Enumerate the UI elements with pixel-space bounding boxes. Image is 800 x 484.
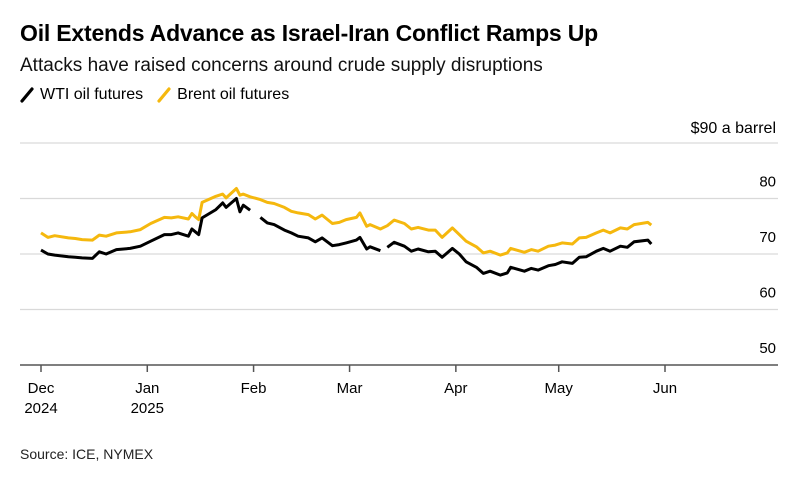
legend-label-brent: Brent oil futures (177, 86, 290, 103)
wti-series-line-segment-2 (386, 238, 653, 277)
x-tick-label-4-0: Apr (444, 380, 467, 397)
x-tick-label-0-1: 2024 (24, 400, 57, 417)
x-tick-label-2-0: Feb (241, 380, 267, 397)
x-tick-label-3-0: Mar (337, 380, 363, 397)
y-tick-label-70: 70 (759, 229, 776, 246)
x-axis: Dec 2024 Jan 2025 Feb Mar Apr May Jun (20, 364, 778, 417)
x-tick-label-5-0: May (545, 380, 574, 397)
legend-item-brent: Brent oil futures (157, 86, 289, 104)
x-tick-label-6-0: Jun (653, 380, 677, 397)
chart-title: Oil Extends Advance as Israel-Iran Confl… (20, 20, 598, 46)
source-note: Source: ICE, NYMEX (20, 446, 154, 462)
legend-label-wti: WTI oil futures (40, 86, 144, 103)
gridlines (20, 142, 778, 311)
y-tick-label-90: $90 a barrel (691, 120, 776, 137)
wti-series-line-segment-0 (40, 197, 251, 260)
y-tick-label-80: 80 (759, 174, 776, 191)
legend-swatch-wti-icon (20, 87, 34, 103)
brent-series-line-segment-0 (40, 187, 653, 257)
y-axis-labels: $90 a barrel 80 70 60 50 (691, 120, 776, 357)
y-tick-label-50: 50 (759, 340, 776, 357)
legend-item-wti: WTI oil futures (20, 86, 143, 104)
wti-series-line-segment-1 (259, 216, 381, 253)
x-tick-label-1-1: 2025 (131, 400, 164, 417)
series-lines (40, 187, 653, 277)
x-tick-label-1-0: Jan (135, 380, 159, 397)
legend: WTI oil futures Brent oil futures (20, 86, 303, 104)
x-tick-label-0-0: Dec (28, 380, 55, 397)
chart-subtitle: Attacks have raised concerns around crud… (20, 55, 543, 76)
y-tick-label-60: 60 (759, 285, 776, 302)
legend-swatch-brent-icon (157, 87, 171, 103)
